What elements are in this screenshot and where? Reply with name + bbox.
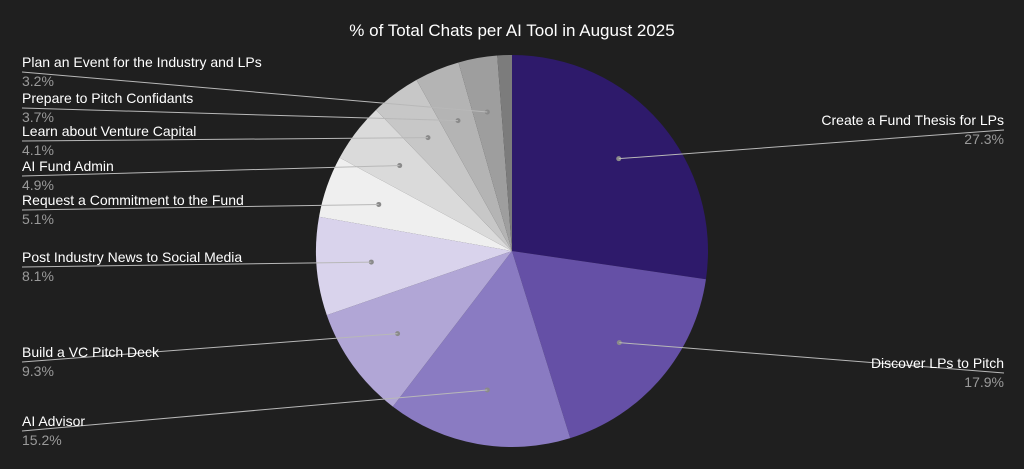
- slice-label: Request a Commitment to the Fund: [22, 192, 244, 208]
- slice-label: Learn about Venture Capital: [22, 123, 196, 139]
- leader-line: [618, 129, 1005, 160]
- pie-slice: [392, 251, 571, 447]
- pie-slices: [316, 55, 709, 447]
- slice-labels: Create a Fund Thesis for LPs 27.3% Discove…: [22, 54, 1004, 448]
- leader-line: [21, 333, 398, 363]
- slice-value-label: 9.3%: [22, 363, 54, 379]
- pie-slice: [316, 216, 512, 316]
- pie-slice: [512, 251, 706, 439]
- leader-line: [21, 137, 428, 142]
- slice-label: Create a Fund Thesis for LPs: [821, 112, 1004, 128]
- leader-line: [21, 165, 400, 177]
- pie-slice: [458, 55, 512, 252]
- pie-slice: [319, 157, 512, 251]
- pie-slice: [326, 251, 512, 407]
- slice-label: Build a VC Pitch Deck: [22, 344, 160, 360]
- leader-line: [21, 389, 488, 432]
- pie-slice: [512, 55, 709, 280]
- slice-value-label: 4.9%: [22, 177, 54, 193]
- leader-line: [21, 107, 459, 122]
- leader-line: [21, 71, 488, 113]
- slice-label: Discover LPs to Pitch: [871, 355, 1004, 371]
- slice-value-label: 8.1%: [22, 268, 54, 284]
- leader-line: [21, 203, 379, 211]
- slice-value-label: 3.7%: [22, 109, 54, 125]
- leader-lines: [21, 71, 1005, 432]
- chart-title: % of Total Chats per AI Tool in August 2…: [349, 21, 674, 40]
- slice-label: AI Advisor: [22, 413, 85, 429]
- slice-label: AI Fund Admin: [22, 158, 114, 174]
- slice-value-label: 15.2%: [22, 432, 62, 448]
- slice-value-label: 27.3%: [964, 131, 1004, 147]
- leader-line: [21, 261, 372, 268]
- slice-value-label: 3.2%: [22, 73, 54, 89]
- slice-value-label: 4.1%: [22, 142, 54, 158]
- slice-label: Plan an Event for the Industry and LPs: [22, 54, 262, 70]
- slice-value-label: 17.9%: [964, 374, 1004, 390]
- slice-label: Post Industry News to Social Media: [22, 249, 242, 265]
- pie-slice: [376, 79, 512, 251]
- slice-value-label: 5.1%: [22, 211, 54, 227]
- slice-label: Prepare to Pitch Confidants: [22, 90, 193, 106]
- pie-slice: [497, 55, 512, 251]
- pie-slice: [339, 109, 512, 251]
- leader-line: [619, 342, 1005, 374]
- pie-slice: [416, 62, 512, 251]
